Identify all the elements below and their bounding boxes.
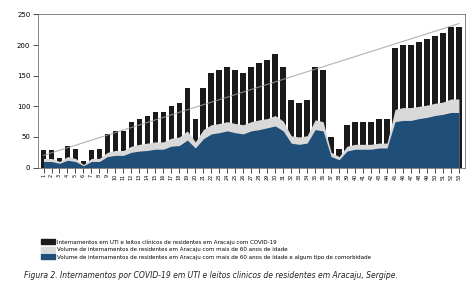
Bar xyxy=(248,66,254,168)
Bar xyxy=(432,36,438,168)
Bar xyxy=(440,33,446,168)
Bar xyxy=(408,45,414,168)
Bar xyxy=(320,70,326,168)
Bar xyxy=(416,42,422,168)
Bar xyxy=(217,70,222,168)
Bar xyxy=(336,149,342,168)
Bar xyxy=(256,64,262,168)
Bar xyxy=(73,149,78,168)
Legend: Internamentos em UTI e leitos clínicos de residentes em Aracaju com COVID-19, Vo: Internamentos em UTI e leitos clínicos d… xyxy=(41,239,371,260)
Bar xyxy=(264,60,270,168)
Bar xyxy=(360,122,366,168)
Text: Figura 2. Internamentos por COVID-19 em UTI e leitos clinicos de residentes em A: Figura 2. Internamentos por COVID-19 em … xyxy=(24,271,398,280)
Bar xyxy=(145,116,150,168)
Bar xyxy=(368,122,374,168)
Bar xyxy=(304,100,310,168)
Bar xyxy=(113,131,118,168)
Bar xyxy=(161,112,166,168)
Bar xyxy=(281,66,286,168)
Bar xyxy=(400,45,406,168)
Bar xyxy=(288,100,294,168)
Bar xyxy=(352,122,358,168)
Bar xyxy=(137,118,142,168)
Bar xyxy=(225,66,230,168)
Bar xyxy=(392,48,398,168)
Bar xyxy=(184,88,190,168)
Bar xyxy=(192,118,198,168)
Bar xyxy=(296,103,302,168)
Bar xyxy=(328,137,334,168)
Bar xyxy=(240,73,246,168)
Bar xyxy=(153,112,158,168)
Bar xyxy=(41,151,46,168)
Bar xyxy=(64,146,70,168)
Bar xyxy=(312,66,318,168)
Bar xyxy=(176,103,182,168)
Bar xyxy=(273,54,278,168)
Bar xyxy=(49,151,55,168)
Bar xyxy=(424,39,430,168)
Bar xyxy=(209,73,214,168)
Bar xyxy=(81,162,86,168)
Bar xyxy=(232,70,238,168)
Bar xyxy=(456,27,462,168)
Bar xyxy=(57,158,62,168)
Bar xyxy=(120,131,126,168)
Bar xyxy=(169,106,174,168)
Bar xyxy=(105,134,110,168)
Bar xyxy=(89,151,94,168)
Bar xyxy=(384,118,390,168)
Bar xyxy=(376,118,382,168)
Bar xyxy=(201,88,206,168)
Bar xyxy=(128,122,134,168)
Bar xyxy=(344,125,350,168)
Bar xyxy=(448,27,454,168)
Bar xyxy=(97,149,102,168)
